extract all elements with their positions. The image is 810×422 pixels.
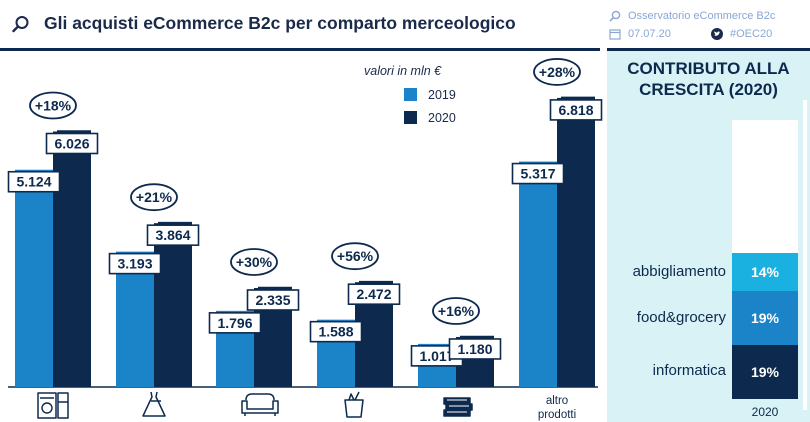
value-label-2019-2: 1.796 <box>208 312 262 334</box>
legend-title: valori in mln € <box>364 64 442 78</box>
svg-text:6.026: 6.026 <box>54 135 89 151</box>
value-label-2019-0: 5.124 <box>7 170 61 193</box>
page-title: Gli acquisti eCommerce B2c per comparto … <box>44 13 516 33</box>
contribution-segment-food-grocery: 19% <box>732 291 798 345</box>
books-icon <box>443 397 473 417</box>
category-label-altro-0: altro <box>546 395 568 407</box>
category-label-altro-1: prodotti <box>538 409 576 421</box>
svg-text:+18%: +18% <box>35 97 72 113</box>
contribution-year: 2020 <box>751 405 779 419</box>
growth-label-3: +56% <box>331 242 379 271</box>
contribution-label-abbigliamento: abbigliamento <box>632 263 726 280</box>
value-label-2019-1: 3.193 <box>108 252 162 275</box>
date-label: 07.07.20 <box>628 28 671 40</box>
appliances-icon <box>37 392 57 419</box>
contribution-label-food-grocery: food&grocery <box>636 309 726 326</box>
magnifier-icon <box>12 16 29 33</box>
source-magnifier-icon <box>609 10 621 22</box>
hashtag-label: #OEC20 <box>730 28 773 40</box>
value-label-2020-0: 6.026 <box>45 132 99 155</box>
svg-text:1.796: 1.796 <box>217 315 252 331</box>
twitter-bird-icon <box>711 28 723 40</box>
source-label: Osservatorio eCommerce B2c <box>628 10 776 22</box>
value-label-2019-5: 5.317 <box>511 162 565 185</box>
legend-swatch-2019 <box>404 88 417 101</box>
header-divider-right <box>607 48 810 51</box>
bar-2020-1 <box>154 223 192 387</box>
header-bar: Gli acquisti eCommerce B2c per comparto … <box>0 0 810 49</box>
legend-label-2020: 2020 <box>428 111 456 125</box>
value-label-2020-5: 6.818 <box>549 99 603 121</box>
svg-text:3.864: 3.864 <box>155 227 190 243</box>
dress-icon <box>142 391 166 417</box>
value-label-2020-2: 2.335 <box>246 289 300 311</box>
books-icon-lines <box>447 399 469 413</box>
value-label-2020-4: 1.180 <box>448 338 502 360</box>
appliances-icon-fridge <box>57 392 69 419</box>
value-label-2020-1: 3.864 <box>146 224 200 246</box>
value-label-2020-3: 2.472 <box>347 283 401 305</box>
svg-text:+21%: +21% <box>136 189 173 205</box>
svg-text:1.180: 1.180 <box>457 341 492 357</box>
appliances-icon-drum <box>41 402 53 414</box>
bar-2020-0 <box>53 131 91 387</box>
svg-text:3.193: 3.193 <box>117 256 152 272</box>
contribution-stack-remainder <box>732 120 798 253</box>
contribution-segment-informatica: 19% <box>732 345 798 399</box>
sofa-icon <box>241 393 279 416</box>
calendar-icon <box>609 29 621 40</box>
svg-text:1.017: 1.017 <box>419 348 454 364</box>
bar-2019-0 <box>15 169 53 387</box>
growth-label-0: +18% <box>29 91 77 120</box>
growth-label-2: +30% <box>230 248 278 276</box>
svg-text:5.124: 5.124 <box>16 174 51 190</box>
panel-edge <box>803 100 807 410</box>
bar-2020-5 <box>557 97 595 387</box>
bar-2019-5 <box>519 161 557 387</box>
svg-text:+56%: +56% <box>337 248 374 264</box>
contribution-segment-abbigliamento: 14% <box>732 253 798 291</box>
growth-label-4: +16% <box>432 297 480 325</box>
contribution-title: CONTRIBUTO ALLA CRESCITA (2020) <box>627 59 790 99</box>
svg-text:5.317: 5.317 <box>520 166 555 182</box>
svg-text:2.335: 2.335 <box>255 292 290 308</box>
growth-label-1: +21% <box>130 183 178 212</box>
svg-text:+16%: +16% <box>438 303 475 319</box>
header-divider <box>0 48 600 51</box>
contribution-label-informatica: informatica <box>652 362 726 379</box>
svg-text:2.472: 2.472 <box>356 286 391 302</box>
svg-text:+30%: +30% <box>236 254 273 270</box>
svg-text:1.588: 1.588 <box>318 324 353 340</box>
value-label-2019-3: 1.588 <box>309 320 363 343</box>
legend-label-2019: 2019 <box>428 88 456 102</box>
grocery-bag-icon <box>344 391 364 418</box>
svg-text:+28%: +28% <box>539 64 576 80</box>
legend-swatch-2020 <box>404 111 417 124</box>
svg-text:6.818: 6.818 <box>558 102 593 118</box>
growth-label-5: +28% <box>533 58 581 86</box>
